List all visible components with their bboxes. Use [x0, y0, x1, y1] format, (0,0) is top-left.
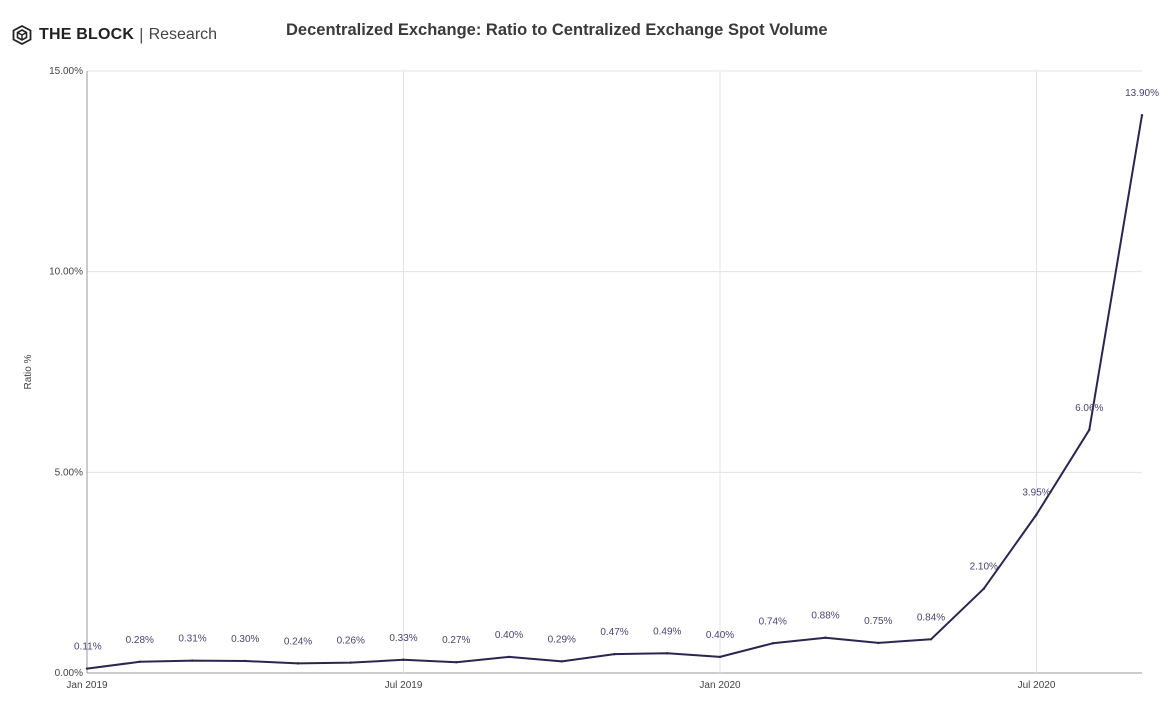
- data-label: 0.88%: [811, 611, 839, 622]
- chart-title: Decentralized Exchange: Ratio to Central…: [286, 21, 828, 39]
- data-label: 0.24%: [284, 636, 312, 647]
- data-point: [877, 641, 880, 645]
- data-label: 13.90%: [1125, 88, 1159, 99]
- data-point: [771, 642, 774, 645]
- data-label: 0.49%: [653, 626, 681, 637]
- x-tick-label: Jul 2019: [385, 680, 423, 691]
- data-point: [718, 655, 722, 659]
- data-label: 0.84%: [917, 612, 945, 623]
- data-point: [507, 655, 511, 659]
- y-tick-label: 10.00%: [49, 267, 83, 278]
- data-point: [296, 662, 300, 665]
- data-point: [824, 636, 827, 639]
- data-point: [1140, 113, 1144, 117]
- x-tick-label: Jan 2020: [699, 680, 741, 691]
- data-point: [138, 660, 141, 663]
- x-tick-label: Jan 2019: [66, 680, 108, 691]
- data-point: [613, 652, 616, 656]
- data-label: 0.27%: [442, 635, 470, 646]
- data-label: 0.40%: [706, 630, 734, 641]
- data-label: 0.31%: [178, 634, 206, 645]
- data-label: 0.75%: [864, 616, 892, 627]
- data-point: [929, 638, 933, 641]
- brand-subtitle: Research: [148, 26, 218, 43]
- x-tick-label: Jul 2020: [1018, 680, 1056, 691]
- data-label: 0.28%: [126, 635, 154, 646]
- series-line: [86, 114, 1143, 670]
- data-label: 0.47%: [600, 627, 628, 638]
- data-point: [402, 658, 405, 661]
- data-label: 2.10%: [970, 562, 998, 573]
- y-tick-label: 15.00%: [49, 66, 83, 77]
- brand-separator: |: [139, 25, 144, 44]
- y-tick-label: 5.00%: [55, 467, 83, 478]
- data-label: 6.06%: [1075, 403, 1103, 414]
- data-point: [191, 659, 194, 662]
- data-label: 0.26%: [337, 636, 365, 647]
- data-point: [455, 660, 458, 664]
- data-label: 0.29%: [548, 634, 576, 645]
- data-point: [244, 659, 247, 663]
- data-point: [1088, 428, 1091, 431]
- data-point: [349, 661, 352, 664]
- data-point: [85, 667, 89, 670]
- data-point: [982, 587, 985, 590]
- data-point: [560, 660, 563, 663]
- data-label: 0.33%: [389, 633, 417, 644]
- data-point: [1035, 513, 1038, 516]
- data-label: 0.74%: [759, 616, 787, 627]
- data-label: 0.11%: [74, 642, 102, 653]
- data-label: 0.30%: [231, 634, 259, 645]
- cube-icon: [12, 24, 32, 46]
- data-point: [666, 652, 669, 655]
- data-label: 3.95%: [1022, 487, 1050, 498]
- y-tick-label: 0.00%: [55, 668, 83, 679]
- brand-name: THE BLOCK: [39, 26, 135, 43]
- data-label: 0.40%: [495, 630, 523, 641]
- brand: THE BLOCK | Research: [11, 24, 217, 46]
- y-axis-label: Ratio %: [23, 354, 34, 389]
